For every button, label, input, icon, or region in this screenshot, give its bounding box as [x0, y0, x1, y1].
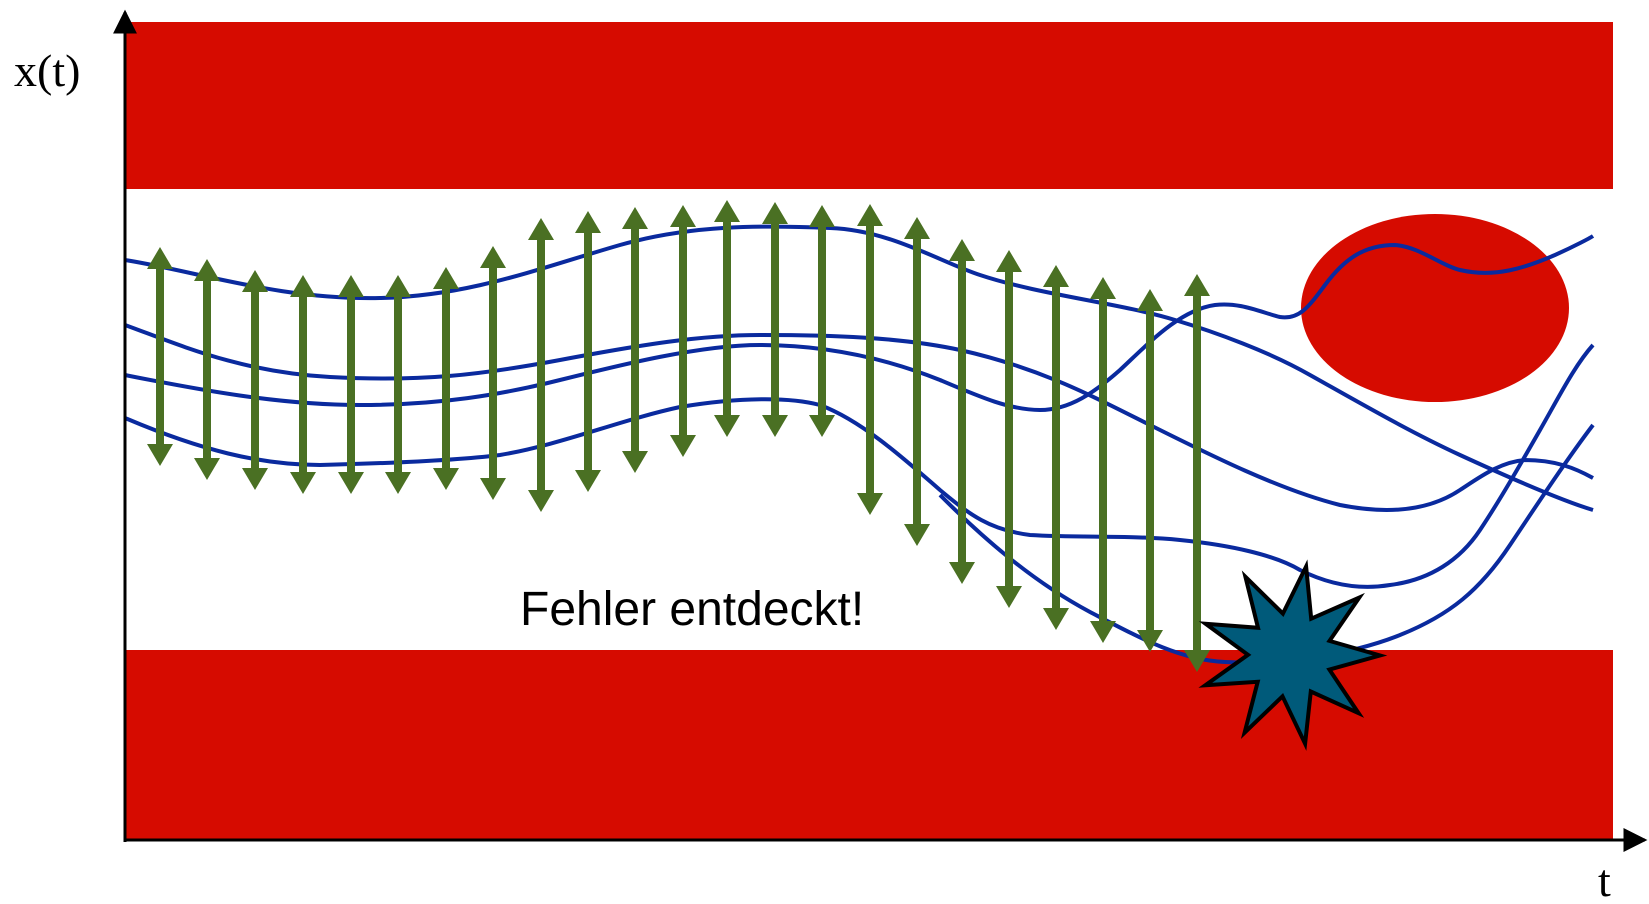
interval-arrow-17	[904, 217, 930, 546]
interval-arrow-2	[194, 259, 220, 480]
interval-arrow-6	[385, 275, 411, 494]
x-axis-label: t	[1598, 855, 1611, 904]
interval-arrow-15	[809, 205, 835, 437]
interval-arrow-10	[575, 211, 601, 492]
interval-arrow-12	[670, 205, 696, 457]
forbidden-region-ellipse	[1301, 214, 1569, 402]
interval-arrow-11	[622, 207, 648, 473]
trajectory-3	[124, 234, 1595, 413]
interval-arrow-group	[147, 200, 1210, 672]
y-axis-label: x(t)	[14, 45, 80, 96]
interval-arrow-5	[338, 275, 364, 494]
interval-arrow-4	[290, 275, 316, 494]
interval-arrow-22	[1137, 289, 1163, 652]
interval-arrow-18	[949, 239, 975, 584]
error-star-icon	[1198, 559, 1388, 751]
forbidden-region-top	[125, 22, 1613, 189]
error-annotation: Fehler entdeckt!	[520, 583, 864, 636]
forbidden-region-bottom	[125, 650, 1613, 840]
interval-arrow-16	[857, 204, 883, 515]
trajectory-4	[124, 343, 1595, 589]
interval-arrow-19	[996, 250, 1022, 608]
interval-arrow-13	[714, 200, 740, 437]
interval-arrow-8	[480, 246, 506, 500]
interval-arrow-21	[1090, 277, 1116, 643]
interval-arrow-9	[528, 218, 554, 512]
interval-arrow-7	[433, 267, 459, 490]
interval-arrow-1	[147, 247, 173, 466]
interval-arrow-20	[1043, 265, 1069, 630]
interval-arrow-3	[242, 270, 268, 490]
interval-arrow-14	[762, 202, 788, 437]
interval-arrow-23	[1184, 274, 1210, 672]
